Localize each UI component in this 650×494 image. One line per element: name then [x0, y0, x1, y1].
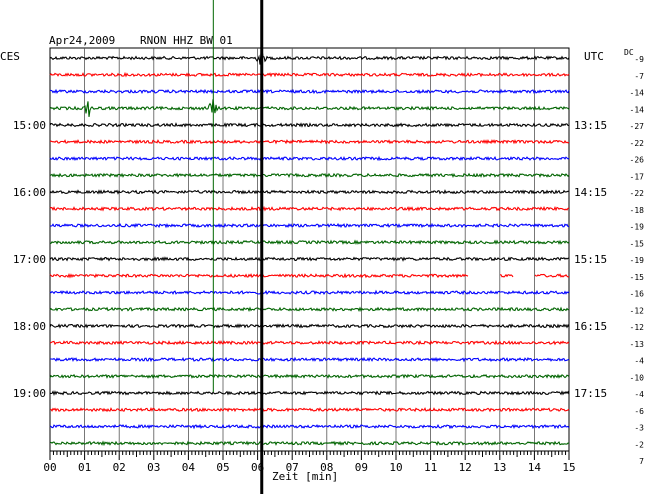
x-tick-label: 08 [320, 461, 333, 474]
trace-line [49, 71, 570, 78]
trace-line [49, 323, 570, 329]
dc-offset-value: -13 [630, 340, 645, 349]
left-time-label: 19:00 [13, 387, 46, 400]
header-station: RNON HHZ BW 01 [140, 34, 233, 47]
dc-label: DC [624, 48, 634, 57]
left-zone-label: CES [0, 50, 20, 63]
trace-line [49, 155, 570, 162]
trace-line [49, 272, 570, 279]
trace-line [49, 423, 570, 430]
dc-offset-value: -16 [630, 290, 645, 299]
right-time-label: 13:15 [574, 119, 607, 132]
x-tick-label: 05 [216, 461, 229, 474]
x-tick-label: 06 [251, 461, 264, 474]
x-tick-label: 14 [528, 461, 542, 474]
left-time-label: 15:00 [13, 119, 46, 132]
trace-line [49, 205, 570, 212]
x-tick-label: 01 [78, 461, 91, 474]
x-tick-label: 00 [43, 461, 56, 474]
dc-offset-value: 7 [639, 457, 644, 466]
x-tick-label: 11 [424, 461, 437, 474]
trace-line [49, 99, 570, 117]
dc-offset-value: -15 [630, 239, 645, 248]
trace-line [49, 172, 570, 179]
trace-line [49, 139, 570, 145]
dc-offset-value: -17 [630, 172, 645, 181]
right-zone-label: UTC [584, 50, 604, 63]
dc-offset-value: -22 [630, 189, 645, 198]
dc-offset-value: -9 [634, 55, 644, 64]
trace-line [49, 222, 570, 229]
dc-offset-value: -12 [630, 306, 645, 315]
dc-offset-value: -18 [630, 206, 645, 215]
dc-offset-value: -2 [634, 440, 644, 449]
dc-offset-value: -26 [630, 156, 645, 165]
trace-line [49, 239, 570, 245]
right-time-label: 15:15 [574, 253, 607, 266]
x-axis-label: Zeit [min] [272, 470, 339, 483]
trace-line [49, 49, 570, 65]
right-time-label: 17:15 [574, 387, 607, 400]
left-time-label: 16:00 [13, 186, 46, 199]
x-tick-label: 09 [355, 461, 368, 474]
right-time-label: 16:15 [574, 320, 607, 333]
dc-offset-value: -3 [634, 424, 644, 433]
trace-line [49, 339, 570, 346]
dc-offset-value: -12 [630, 323, 645, 332]
dc-offset-value: -6 [634, 407, 644, 416]
dc-offset-value: -4 [634, 390, 644, 399]
trace-line [49, 373, 570, 380]
x-tick-label: 15 [562, 461, 575, 474]
x-tick-label: 04 [182, 461, 196, 474]
dc-offset-value: -4 [634, 357, 644, 366]
x-tick-label: 02 [113, 461, 126, 474]
dc-offset-value: -7 [634, 72, 644, 81]
left-time-label: 18:00 [13, 320, 46, 333]
dc-offset-value: -15 [630, 273, 645, 282]
trace-line [50, 356, 570, 363]
dc-offset-value: -10 [630, 373, 645, 382]
trace-line [49, 122, 569, 128]
trace-line [49, 407, 570, 413]
trace-line [49, 189, 570, 195]
x-tick-label: 13 [493, 461, 506, 474]
trace-line [49, 390, 570, 397]
dc-offset-value: -14 [630, 105, 645, 114]
dc-offset-value: -14 [630, 89, 645, 98]
trace-line [49, 306, 570, 313]
trace-line [50, 88, 570, 95]
trace-line [49, 440, 569, 447]
dc-offset-value: -27 [630, 122, 645, 131]
dc-offset-value: -22 [630, 139, 645, 148]
right-time-label: 14:15 [574, 186, 607, 199]
dc-offset-value: -19 [630, 223, 645, 232]
x-tick-label: 12 [459, 461, 472, 474]
header-date: Apr24,2009 [49, 34, 116, 47]
x-tick-label: 10 [389, 461, 402, 474]
trace-line [49, 256, 570, 262]
trace-line [49, 289, 570, 296]
x-tick-label: 03 [147, 461, 160, 474]
dc-offset-value: -19 [630, 256, 645, 265]
left-time-label: 17:00 [13, 253, 46, 266]
x-tick-label: 07 [286, 461, 299, 474]
